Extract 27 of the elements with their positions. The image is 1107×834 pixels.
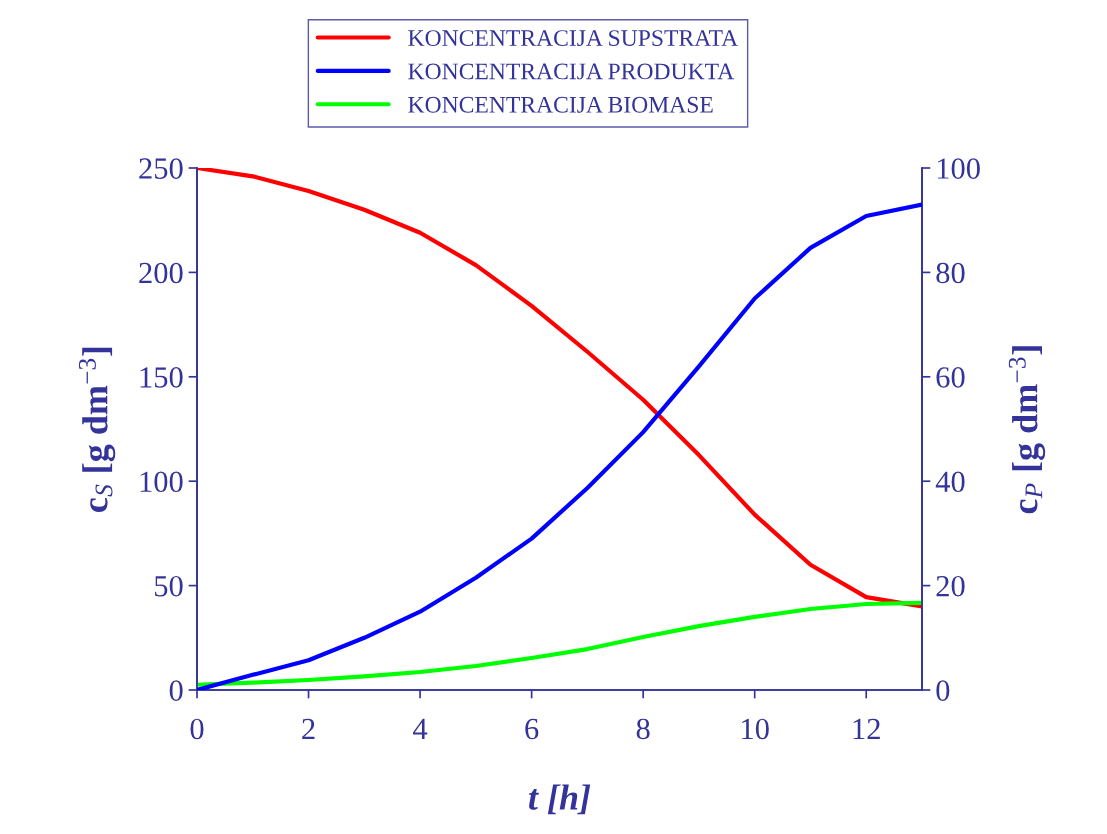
y-tick-label: 200 — [139, 262, 183, 284]
x-tick-label: 12 — [853, 718, 880, 739]
line-series — [197, 600, 922, 687]
y2-tick-label: 0 — [936, 680, 950, 701]
y-tick-label: 50 — [155, 575, 183, 597]
x-tick-label: 4 — [413, 718, 428, 739]
y2-tick-label: 60 — [936, 367, 965, 388]
legend-label: KONCENTRACIJA PRODUKTA — [408, 63, 735, 80]
legend-label: KONCENTRACIJA SUPSTRATA — [408, 30, 739, 47]
y2-tick-label: 20 — [936, 575, 965, 597]
x-tick-label: 8 — [636, 718, 650, 740]
y2-tick-label: 80 — [936, 262, 965, 284]
y-tick-label: 100 — [140, 471, 183, 493]
y-tick-label: 0 — [169, 680, 183, 701]
y2-axis-title: c$_{P}$ [g dm$^{−3}$] — [1008, 346, 1046, 514]
x-tick-label: 10 — [742, 718, 769, 740]
y2-tick-label: 40 — [935, 471, 965, 493]
x-tick-label: 6 — [525, 718, 539, 740]
y-tick-label: 150 — [140, 367, 183, 388]
x-tick-label: 0 — [190, 718, 204, 740]
y-tick-label: 250 — [139, 158, 183, 179]
x-tick-label: 2 — [302, 718, 315, 739]
legend-label: KONCENTRACIJA BIOMASE — [408, 96, 713, 113]
y2-tick-label: 100 — [937, 158, 980, 179]
x-axis-title: t [h] — [529, 784, 591, 815]
y-axis-title: c$_{S}$ [g dm$^{−3}$] — [78, 347, 116, 512]
line-series — [197, 168, 922, 609]
